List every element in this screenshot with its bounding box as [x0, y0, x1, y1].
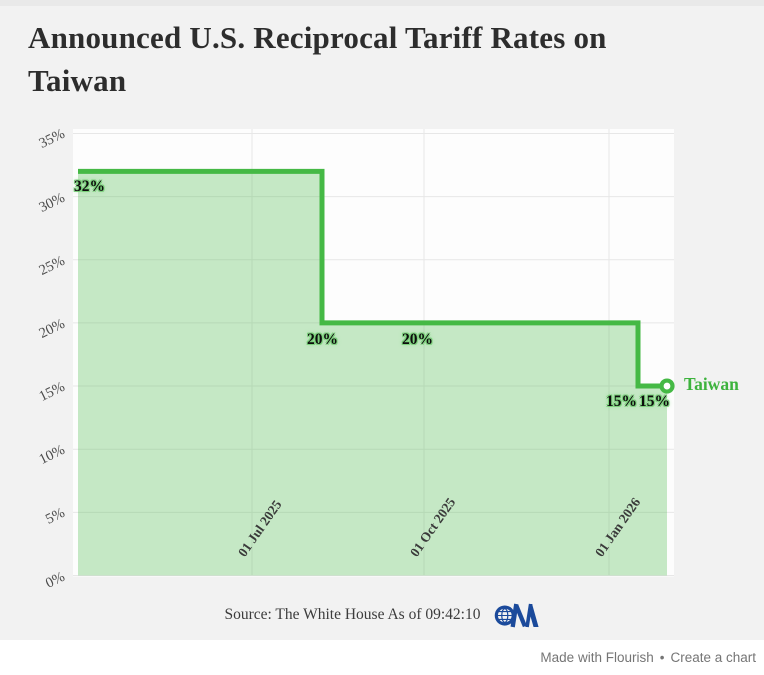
value-label: 32%: [74, 178, 105, 195]
taiwan-area-fill: [78, 171, 667, 576]
series-end-label: Taiwan: [684, 374, 739, 394]
step-area-chart: [73, 129, 675, 577]
source-row: Source: The White House As of 09:42:10: [0, 599, 764, 631]
plot-area: [73, 129, 674, 577]
chart-card: 0% 5% 10% 15% 20% 25% 30% 35% 01 Jul 2025 01 Oct …: [0, 0, 764, 640]
card-top-strip: [0, 0, 764, 6]
create-a-chart-link[interactable]: Create a chart: [670, 650, 756, 665]
cna-logo-icon: [494, 603, 539, 627]
chart-title-line1: Announced U.S. Reciprocal Tariff Rates o…: [28, 20, 607, 55]
flourish-footer: Made with Flourish • Create a chart: [0, 640, 764, 675]
value-label: 15%: [606, 393, 637, 410]
value-label: 20%: [307, 331, 338, 348]
source-text: Source: The White House As of 09:42:10: [224, 606, 481, 623]
value-label: 20%: [402, 331, 433, 348]
value-label: 15%: [639, 393, 670, 410]
taiwan-step-line: [78, 168, 667, 389]
made-with-flourish-link[interactable]: Made with Flourish: [540, 650, 654, 665]
footer-separator: •: [659, 650, 665, 665]
taiwan-end-marker: [659, 378, 675, 394]
chart-title-line2: Taiwan: [28, 63, 127, 98]
chart-title: Announced U.S. Reciprocal Tariff Rates o…: [28, 16, 607, 102]
